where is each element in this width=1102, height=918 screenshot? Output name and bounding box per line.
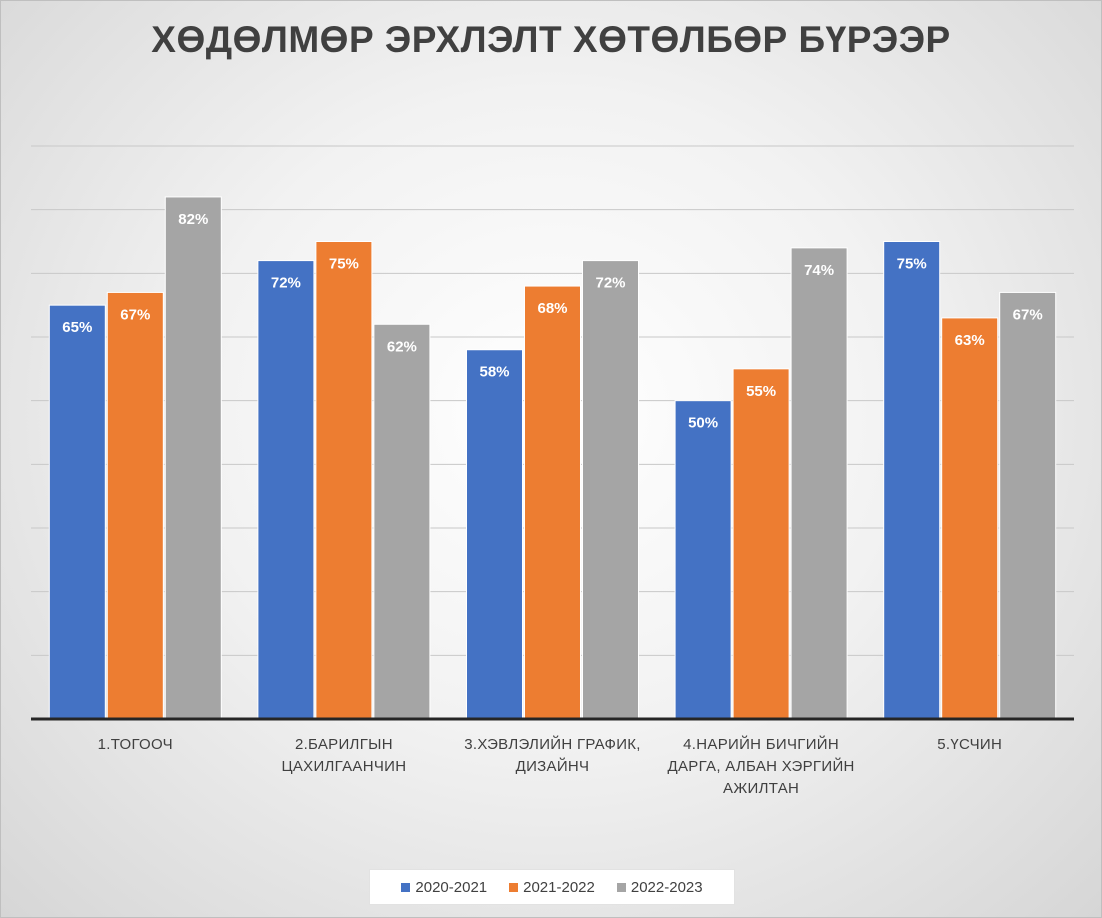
category-label-line: 2.БАРИЛГЫН bbox=[294, 736, 393, 753]
data-label: 75% bbox=[329, 256, 359, 273]
legend-swatch bbox=[509, 882, 519, 892]
bar-2020-2021-cat2 bbox=[257, 260, 315, 720]
bar-2022-2023-cat5 bbox=[999, 291, 1057, 720]
legend-item: 2020-2021 bbox=[401, 879, 487, 896]
legend-label: 2020-2021 bbox=[415, 878, 488, 896]
bar-2020-2021-cat1 bbox=[48, 304, 106, 720]
category-label: 2.БАРИЛГЫН ЦАХИЛГААНЧИН bbox=[249, 734, 439, 778]
legend-item: 2021-2022 bbox=[509, 879, 595, 896]
bar-2021-2022-cat1 bbox=[106, 291, 164, 720]
data-label: 67% bbox=[1013, 306, 1043, 323]
category-label-line: 4.НАРИЙН БИЧГИЙН bbox=[683, 736, 840, 753]
data-label: 65% bbox=[62, 319, 92, 336]
legend-label: 2021-2022 bbox=[523, 878, 595, 896]
data-label: 62% bbox=[387, 338, 417, 355]
bar-2020-2021-cat5 bbox=[883, 241, 941, 720]
data-label: 67% bbox=[120, 306, 150, 323]
data-label: 50% bbox=[688, 415, 718, 432]
bar-2021-2022-cat5 bbox=[941, 317, 999, 720]
category-label-line: ДАРГА, АЛБАН ХЭРГИЙН bbox=[667, 758, 855, 775]
data-label: 74% bbox=[804, 262, 834, 279]
legend-label: 2022-2023 bbox=[630, 878, 703, 896]
bar-2022-2023-cat3 bbox=[582, 260, 639, 720]
category-label: 4.НАРИЙН БИЧГИЙН ДАРГА, АЛБАН ХЭРГИЙН АЖИЛ… bbox=[666, 734, 856, 800]
category-label-line: 3.ХЭВЛЭЛИЙН ГРАФИК, bbox=[464, 736, 641, 753]
category-label: 5.ҮСЧИН bbox=[875, 734, 1065, 756]
category-label: 1.ТОГООЧ bbox=[40, 734, 230, 756]
data-label: 58% bbox=[479, 364, 509, 381]
bar-2020-2021-cat4 bbox=[674, 400, 732, 720]
data-label: 75% bbox=[897, 256, 927, 273]
data-label: 72% bbox=[271, 275, 301, 292]
bar-2022-2023-cat4 bbox=[790, 247, 848, 720]
chart-title: ХӨДӨЛМӨР ЭРХЛЭЛТ ХӨТӨЛБӨР БҮРЭЭР bbox=[151, 19, 951, 60]
bar-2022-2023-cat1 bbox=[164, 196, 222, 720]
legend-swatch bbox=[401, 882, 411, 892]
data-label: 68% bbox=[537, 300, 567, 317]
data-label: 82% bbox=[178, 211, 208, 228]
bar-2021-2022-cat3 bbox=[524, 285, 581, 720]
data-label: 63% bbox=[955, 332, 985, 349]
bar-2021-2022-cat4 bbox=[732, 368, 790, 720]
category-label-line: АЖИЛТАН bbox=[723, 780, 800, 797]
data-label: 72% bbox=[595, 275, 625, 292]
legend: 2020-2021 2021-2022 2022-2023 bbox=[369, 869, 735, 905]
bar-2020-2021-cat3 bbox=[466, 349, 523, 720]
category-label: 3.ХЭВЛЭЛИЙН ГРАФИК, ДИЗАЙНЧ bbox=[458, 734, 648, 778]
legend-item: 2022-2023 bbox=[616, 878, 703, 896]
bar-2021-2022-cat2 bbox=[315, 241, 373, 720]
legend-swatch bbox=[616, 882, 626, 892]
bar-2022-2023-cat2 bbox=[373, 323, 431, 720]
category-label-line: 1.ТОГООЧ bbox=[97, 736, 173, 753]
category-label-line: ДИЗАЙНЧ bbox=[515, 758, 590, 775]
category-label-line: 5.ҮСЧИН bbox=[937, 736, 1003, 753]
data-label: 55% bbox=[746, 383, 776, 400]
category-label-line: ЦАХИЛГААНЧИН bbox=[281, 758, 407, 775]
